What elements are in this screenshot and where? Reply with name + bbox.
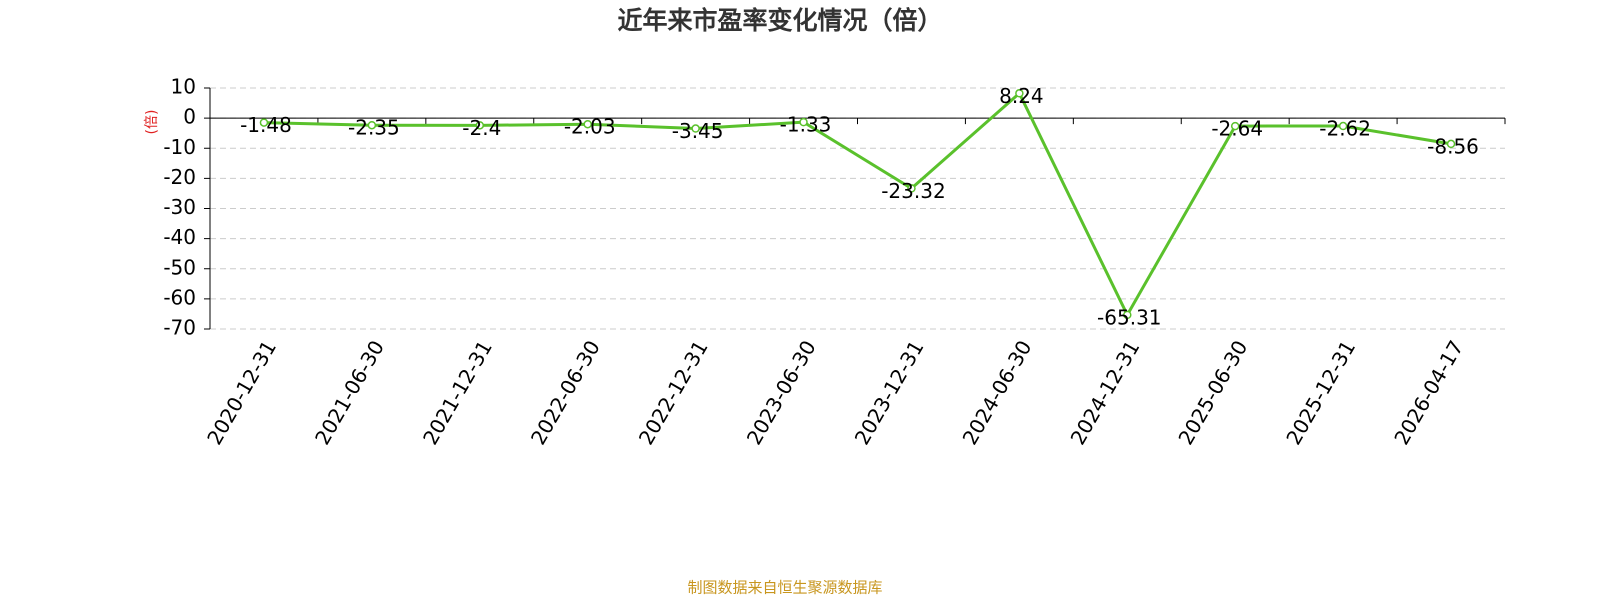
y-tick-label: 10	[171, 75, 196, 99]
data-point	[259, 118, 269, 127]
data-label: -2.03	[564, 115, 616, 139]
data-point	[691, 124, 700, 133]
data-point	[1015, 89, 1024, 98]
data-label: -1.48	[240, 113, 292, 137]
y-tick-label: 0	[183, 105, 196, 129]
data-point	[583, 119, 592, 129]
y-tick-label: -10	[163, 135, 196, 159]
y-tick-label: -30	[163, 195, 196, 219]
data-point	[1338, 121, 1348, 131]
x-tick-label: 2023-06-30	[742, 336, 821, 449]
y-axis-label: (倍)	[144, 110, 160, 135]
data-point	[1446, 139, 1456, 149]
data-label: -23.32	[881, 179, 945, 203]
data-label: -3.45	[672, 119, 724, 143]
data-point	[475, 121, 485, 130]
x-tick-label: 2020-12-31	[202, 336, 281, 449]
x-tick-label: 2025-12-31	[1281, 336, 1360, 449]
data-label: -2.4	[462, 116, 501, 140]
data-label: -2.64	[1211, 117, 1263, 141]
data-label: -2.35	[348, 116, 400, 140]
data-label: -8.56	[1427, 134, 1479, 158]
source-note: 制图数据来自恒生聚源数据库	[687, 579, 882, 597]
data-point	[367, 120, 377, 130]
x-tick-label: 2024-12-31	[1065, 336, 1144, 449]
y-tick-label: -60	[163, 285, 196, 309]
y-tick-label: -70	[163, 316, 196, 340]
data-label: -65.31	[1097, 305, 1161, 329]
data-point	[1123, 310, 1132, 320]
data-label: -1.33	[780, 113, 832, 137]
data-label: 8.24	[999, 84, 1044, 108]
x-tick-label: 2022-06-30	[526, 336, 605, 449]
x-tick-label: 2021-12-31	[418, 336, 497, 449]
data-line	[263, 90, 1452, 319]
x-tick-label: 2023-12-31	[850, 336, 929, 449]
y-tick-label: -40	[163, 225, 196, 249]
data-point	[907, 184, 916, 193]
data-point	[799, 117, 808, 127]
x-tick-label: 2022-12-31	[634, 336, 713, 449]
x-tick-label: 2026-04-17	[1389, 336, 1468, 449]
x-tick-label: 2024-06-30	[958, 336, 1037, 449]
x-tick-label: 2025-06-30	[1173, 336, 1252, 449]
data-label: -2.62	[1319, 117, 1371, 141]
y-tick-label: -20	[163, 165, 196, 189]
chart-title: 近年来市盈率变化情况（倍）	[617, 6, 942, 35]
x-tick-label: 2021-06-30	[310, 336, 389, 449]
y-tick-label: -50	[163, 255, 196, 279]
data-point	[1230, 121, 1240, 131]
